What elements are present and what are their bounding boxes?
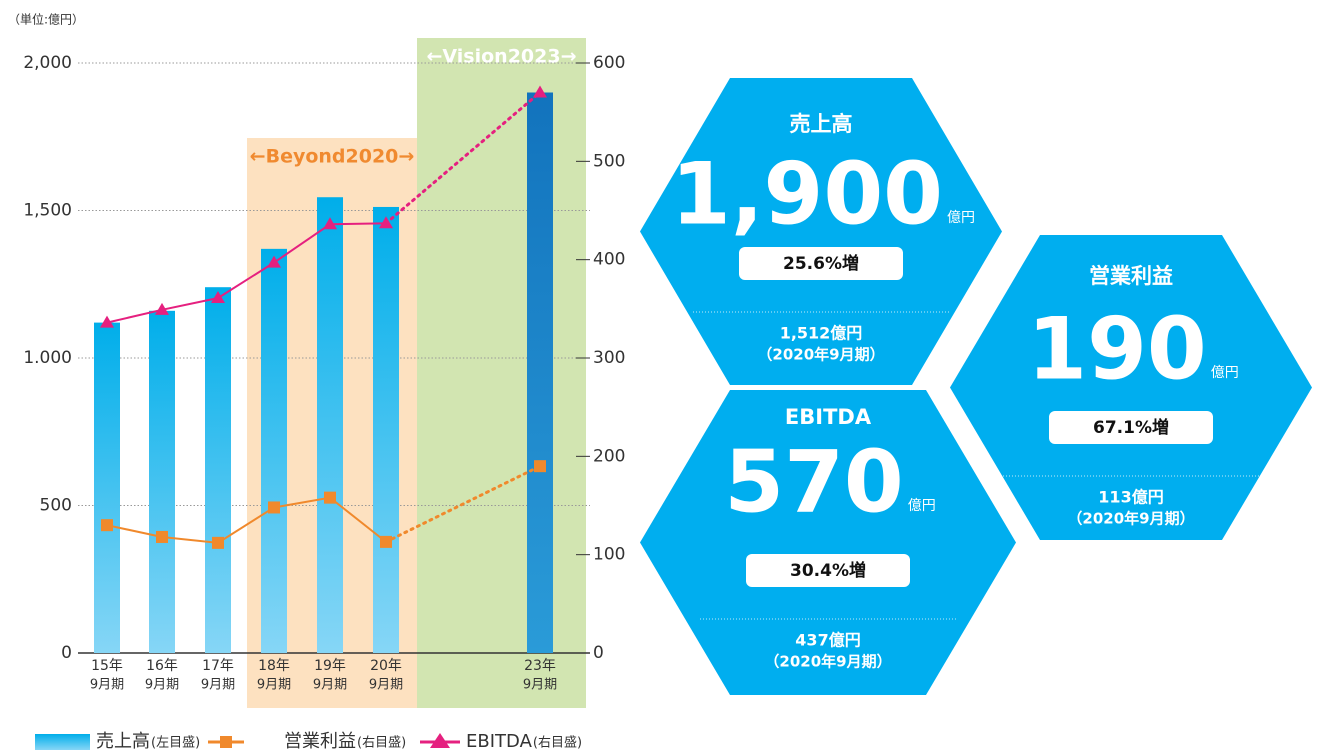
card-base: 437億円: [795, 631, 860, 650]
x-tick-sublabel: 9月期: [523, 678, 557, 693]
card-title: 売上高: [790, 112, 853, 136]
y2-tick-label: 600: [593, 53, 625, 73]
x-tick-sublabel: 9月期: [90, 678, 124, 693]
card-base-period: （2020年9月期）: [757, 346, 884, 364]
y2-tick-label: 500: [593, 151, 625, 171]
card-unit: 億円: [908, 498, 936, 514]
unit-note: （単位:億円）: [8, 12, 84, 27]
bar: [94, 322, 120, 653]
legend-note: (左目盛): [151, 736, 200, 751]
band: [417, 38, 586, 708]
y2-tick-label: 300: [593, 348, 625, 368]
band-label: ←Vision2023→: [426, 46, 576, 68]
card-change: 25.6%増: [783, 253, 859, 274]
card-base: 1,512億円: [780, 324, 863, 343]
x-tick-sublabel: 9月期: [201, 678, 235, 693]
x-tick-label: 23年: [524, 658, 556, 674]
bar: [527, 92, 553, 653]
y2-tick-label: 0: [593, 643, 604, 663]
bar: [149, 310, 175, 653]
card-unit: 億円: [947, 210, 975, 226]
marker: [380, 535, 392, 548]
marker: [100, 315, 114, 328]
y-tick-label: 1.000: [23, 348, 72, 368]
change-pill: [739, 247, 903, 280]
x-tick-sublabel: 9月期: [313, 678, 347, 693]
y-tick-label: 500: [40, 496, 72, 516]
bar: [317, 197, 343, 653]
change-pill: [1049, 411, 1213, 444]
card-change: 67.1%増: [1093, 417, 1169, 438]
card-unit: 億円: [1211, 365, 1239, 381]
y-tick-label: 2,000: [23, 53, 72, 73]
legend-label: 売上高: [96, 731, 150, 751]
legend-label: EBITDA: [466, 731, 533, 751]
marker: [212, 536, 224, 549]
band-label: ←Beyond2020→: [250, 146, 415, 168]
card-title: 営業利益: [1089, 264, 1173, 288]
hexagon: [950, 235, 1312, 540]
line: [106, 496, 387, 544]
y2-tick-label: 100: [593, 545, 625, 565]
bar: [373, 206, 399, 653]
marker: [155, 302, 169, 315]
legend-swatch: [430, 733, 450, 748]
y-tick-label: 0: [61, 643, 72, 663]
x-tick-label: 19年: [314, 658, 346, 674]
x-tick-label: 16年: [146, 658, 178, 674]
marker: [268, 501, 280, 514]
marker: [101, 519, 113, 532]
legend-note: (右目盛): [533, 736, 582, 751]
x-tick-label: 18年: [258, 658, 290, 674]
bar: [205, 287, 231, 653]
legend-swatch: [220, 736, 232, 748]
marker: [323, 217, 337, 230]
marker: [534, 460, 546, 473]
marker: [324, 491, 336, 504]
legend-note: (右目盛): [357, 736, 406, 751]
x-tick-label: 17年: [202, 658, 234, 674]
y2-tick-label: 200: [593, 446, 625, 466]
card-base-period: （2020年9月期）: [764, 653, 891, 671]
x-tick-sublabel: 9月期: [257, 678, 291, 693]
marker: [211, 291, 225, 304]
card-change: 30.4%増: [790, 560, 866, 581]
x-tick-label: 15年: [91, 658, 123, 674]
legend-label: 営業利益: [284, 731, 356, 751]
x-tick-sublabel: 9月期: [369, 678, 403, 693]
x-tick-label: 20年: [370, 658, 402, 674]
marker: [379, 216, 393, 229]
y-tick-label: 1,500: [23, 201, 72, 221]
card-base-period: （2020年9月期）: [1067, 510, 1194, 528]
x-tick-sublabel: 9月期: [145, 678, 179, 693]
card-base: 113億円: [1098, 488, 1163, 507]
line-forecast: [384, 464, 542, 544]
legend-swatch: [35, 734, 90, 750]
marker: [156, 530, 168, 543]
line-forecast: [384, 91, 542, 225]
change-pill: [746, 554, 910, 587]
bar: [261, 248, 287, 653]
card-value: 1,900: [671, 144, 943, 244]
hexagon: [640, 78, 1002, 385]
card-value: 570: [724, 432, 904, 532]
line: [106, 222, 387, 324]
card-value: 190: [1027, 299, 1207, 399]
marker: [533, 85, 547, 98]
card-title: EBITDA: [785, 405, 872, 429]
marker: [267, 255, 281, 268]
y2-tick-label: 400: [593, 250, 625, 270]
